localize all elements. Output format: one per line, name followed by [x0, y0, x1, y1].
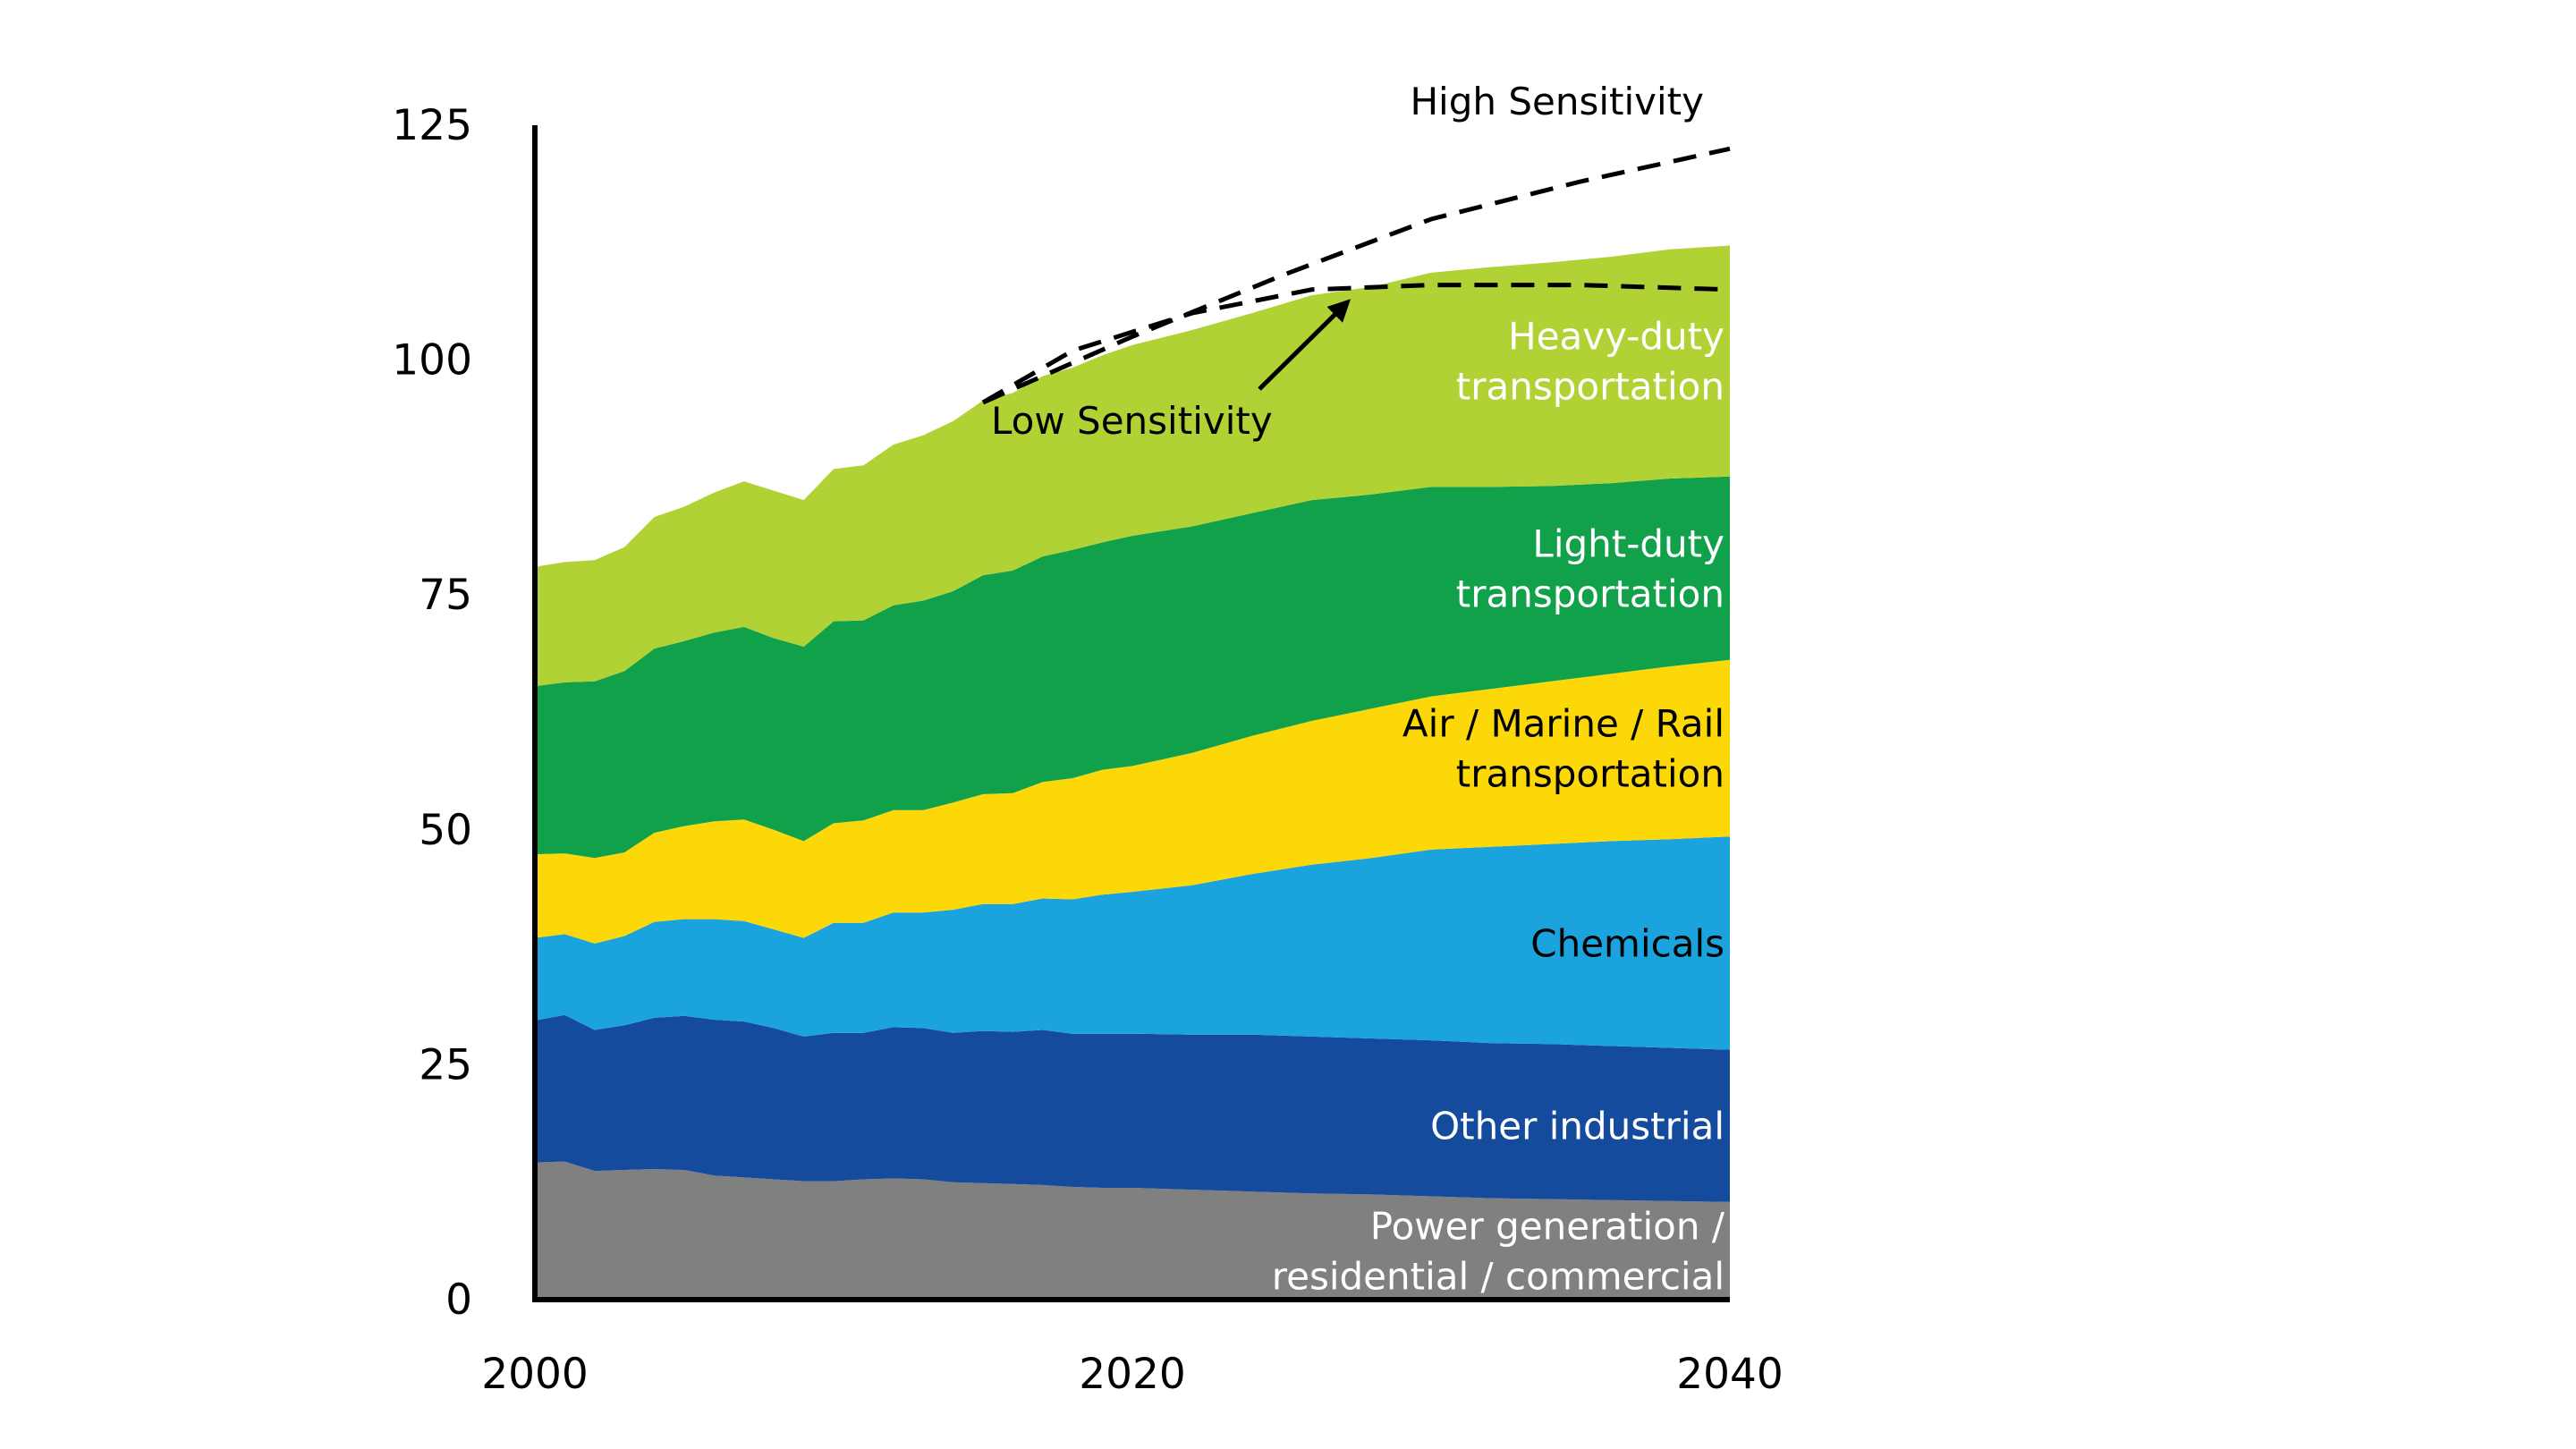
y-tick-label: 125 — [392, 101, 472, 150]
line-low-sensitivity — [981, 283, 1731, 405]
sensitivity-lines — [981, 146, 1731, 405]
annotation-high-sensitivity: High Sensitivity — [1410, 80, 1704, 123]
band-label-light-duty-transportation: Light-duty transportation — [1456, 521, 1724, 615]
area-air-marine-rail-transportation — [535, 659, 1730, 944]
x-tick-label: 2020 — [1079, 1350, 1186, 1399]
band-label-heavy-duty-transportation: Heavy-duty transportation — [1456, 315, 1724, 409]
y-tick-label: 0 — [445, 1275, 472, 1325]
low-sensitivity-arrow — [1258, 299, 1352, 391]
area-power-generation-residential-commercial — [535, 1161, 1730, 1300]
band-label-other-industrial: Other industrial — [1430, 1105, 1724, 1148]
band-labels: Power generation / residential / commerci… — [1272, 315, 1725, 1299]
y-tick-label: 75 — [419, 571, 472, 620]
line-high-sensitivity — [981, 146, 1731, 405]
tick-labels: 0 25 50 75 100 125 2000 2020 2040 — [392, 101, 1784, 1399]
y-tick-label: 100 — [392, 336, 472, 386]
area-light-duty-transportation — [535, 476, 1730, 859]
band-label-chemicals: Chemicals — [1530, 921, 1724, 965]
y-tick-label: 25 — [419, 1040, 472, 1089]
area-heavy-duty-transportation — [535, 245, 1730, 687]
x-tick-label: 2040 — [1676, 1350, 1784, 1399]
axes — [532, 125, 1730, 1302]
area-chemicals — [535, 836, 1730, 1050]
annotations: High Sensitivity Low Sensitivity — [991, 80, 1704, 443]
area-layers — [535, 245, 1730, 1300]
band-label-power-generation-residential-commercial: Power generation / residential / commerci… — [1272, 1204, 1725, 1298]
band-label-air-marine-rail-transportation: Air / Marine / Rail transportation — [1402, 701, 1724, 795]
annotation-low-sensitivity: Low Sensitivity — [991, 399, 1273, 443]
y-tick-label: 50 — [419, 806, 472, 855]
x-tick-label: 2000 — [481, 1350, 589, 1399]
area-other-industrial — [535, 1014, 1730, 1202]
